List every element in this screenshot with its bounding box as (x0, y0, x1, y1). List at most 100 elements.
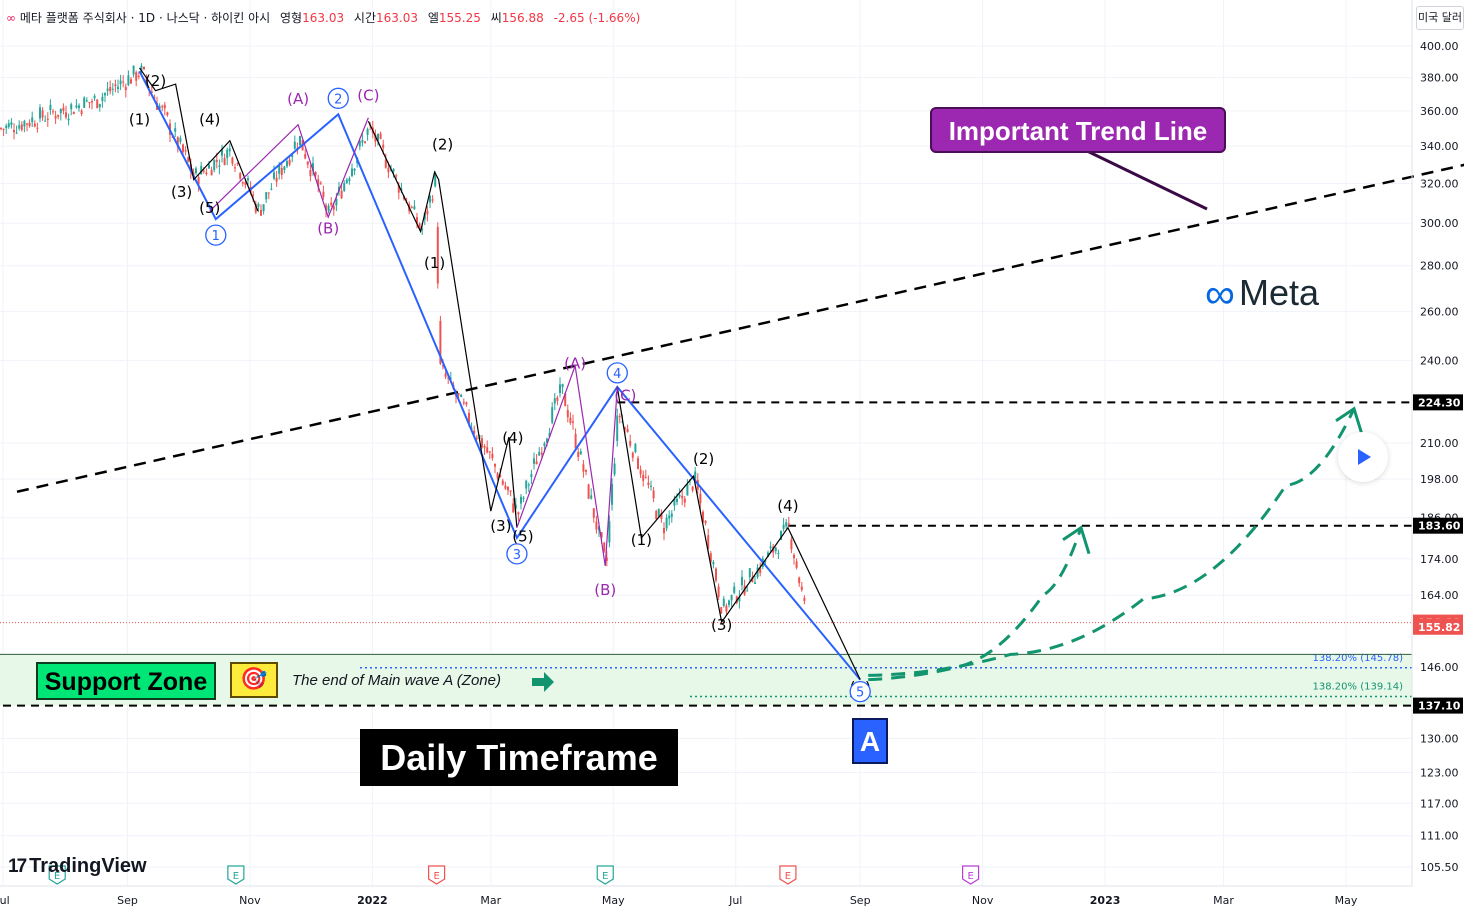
candle-body (244, 182, 247, 185)
candle-body (481, 438, 483, 448)
candle-body (46, 118, 49, 120)
play-button[interactable] (1338, 432, 1388, 482)
earnings-marker: E (962, 865, 980, 885)
candle (299, 135, 301, 147)
candle (605, 551, 608, 567)
candle-body (730, 595, 733, 601)
candle (327, 203, 330, 214)
candle-body (655, 511, 658, 520)
candle-body (629, 440, 632, 446)
candle (733, 582, 736, 595)
close-label: 씨 (490, 11, 502, 25)
candle (639, 465, 642, 479)
candle-body (395, 175, 398, 177)
candle-body (429, 195, 431, 203)
candle (52, 108, 54, 115)
high-value: 163.03 (376, 11, 419, 25)
price-tick-label: 400.00 (1420, 40, 1459, 53)
candle-body (613, 463, 616, 475)
candle-body (343, 183, 346, 191)
candle (608, 515, 611, 548)
candle-body (548, 432, 551, 437)
wave-label: (4) (199, 111, 220, 129)
candle-body (345, 179, 348, 183)
candle (660, 509, 663, 523)
candle-body (574, 433, 577, 449)
candle (603, 541, 606, 553)
wave-label: (A) (287, 90, 309, 108)
candle-body (267, 192, 270, 194)
candle (39, 104, 41, 123)
candle-body (101, 96, 104, 102)
candle-body (488, 451, 491, 453)
candle (23, 119, 26, 133)
candle-body (275, 177, 278, 182)
candle (642, 470, 645, 487)
candle (655, 509, 658, 520)
candle-body (494, 464, 496, 467)
candle (54, 110, 57, 125)
candle-body (41, 110, 44, 118)
price-tick-label: 130.00 (1420, 732, 1459, 745)
candle (566, 404, 569, 423)
candle (184, 146, 187, 156)
candle (265, 191, 268, 203)
candle-body (525, 480, 528, 489)
candle-body (210, 170, 213, 176)
candle-body (514, 504, 517, 509)
price-tick-label: 198.00 (1420, 473, 1459, 486)
candle-body (91, 101, 93, 103)
candle-body (262, 204, 265, 212)
candle-body (15, 132, 18, 134)
projection-arrowhead (1062, 525, 1091, 555)
candle-body (306, 161, 309, 165)
price-axis: 400.00 380.00 360.00 340.00 320.00 300.00 280.… (1411, 0, 1463, 886)
candle-body (265, 192, 268, 200)
candle (0, 127, 2, 131)
candle-body (556, 397, 559, 401)
candle-body (31, 117, 34, 123)
candle-body (590, 495, 593, 499)
time-tick-label: Nov (239, 894, 261, 907)
candle-body (299, 136, 301, 146)
price-tick-label: 280.00 (1420, 260, 1459, 273)
candle (483, 444, 486, 456)
main-wave-number: 4 (613, 367, 621, 382)
price-tick-label: 300.00 (1420, 217, 1459, 230)
candle-body (499, 475, 502, 478)
currency-button[interactable]: 미국 달러 (1416, 6, 1464, 30)
main-wave-circle (849, 680, 871, 703)
candle-body (364, 141, 366, 143)
candle-body (652, 490, 655, 499)
candle (683, 495, 686, 508)
time-tick-label: Jul (728, 894, 742, 907)
low-label: 엘 (427, 11, 439, 25)
time-tick-label: May (1335, 894, 1358, 907)
candle-body (182, 144, 184, 152)
candle-body (143, 66, 145, 70)
main-wave-circle (205, 224, 227, 246)
candle-body (486, 447, 489, 453)
candle-body (496, 473, 499, 479)
candle-body (273, 172, 275, 179)
candle (143, 66, 145, 71)
candle (634, 443, 637, 454)
earnings-marker-label: E (433, 871, 439, 882)
tradingview-logo[interactable]: 17 TradingView (8, 855, 147, 878)
candle (31, 111, 34, 128)
candle-body (535, 461, 538, 465)
candle-body (533, 458, 535, 464)
time-tick-label: Nov (972, 894, 994, 907)
candle (556, 395, 559, 406)
candle (41, 107, 44, 121)
candle (132, 65, 135, 78)
candle-body (158, 105, 161, 110)
callout-pointer (1084, 148, 1208, 211)
candle-body (691, 486, 694, 491)
candle-body (75, 105, 78, 108)
candle-body (2, 128, 5, 130)
candle (2, 128, 5, 137)
candle (49, 99, 52, 115)
candle (46, 112, 49, 127)
